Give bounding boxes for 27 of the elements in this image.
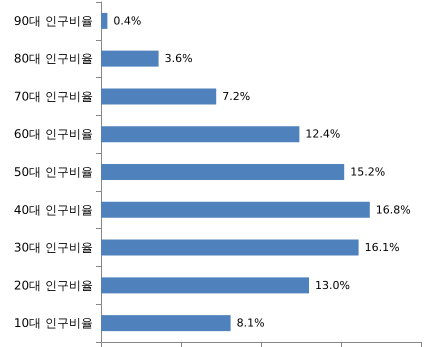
y-tick-label: 70대 인구비율 [14, 89, 93, 104]
bar [101, 50, 159, 67]
bar [101, 277, 309, 294]
data-label: 16.8% [376, 203, 411, 216]
data-label: 16.1% [364, 241, 400, 254]
data-label: 7.2% [222, 90, 250, 103]
y-tick-label: 80대 인구비율 [14, 52, 93, 66]
data-label: 13.0% [315, 278, 350, 292]
y-tick-label: 40대 인구비율 [14, 202, 93, 217]
y-tick-label: 50대 인구비율 [14, 165, 93, 179]
bar [101, 88, 216, 104]
bar [101, 126, 300, 142]
bar [101, 12, 108, 29]
y-tick-label: 20대 인구비율 [14, 278, 93, 292]
bar [101, 164, 344, 180]
data-label: 8.1% [236, 316, 265, 330]
data-label: 12.4% [305, 128, 340, 141]
data-label: 15.2% [350, 166, 386, 178]
y-tick-label: 60대 인구비율 [14, 127, 93, 142]
bar [101, 202, 370, 218]
bar [101, 315, 231, 332]
y-tick-label: 10대 인구비율 [14, 316, 93, 330]
bar [101, 240, 359, 256]
data-label: 3.6% [164, 52, 193, 66]
data-label: 0.4% [113, 14, 142, 28]
y-tick-label: 30대 인구비율 [14, 240, 93, 255]
y-tick-label: 90대 인구비율 [14, 14, 93, 28]
